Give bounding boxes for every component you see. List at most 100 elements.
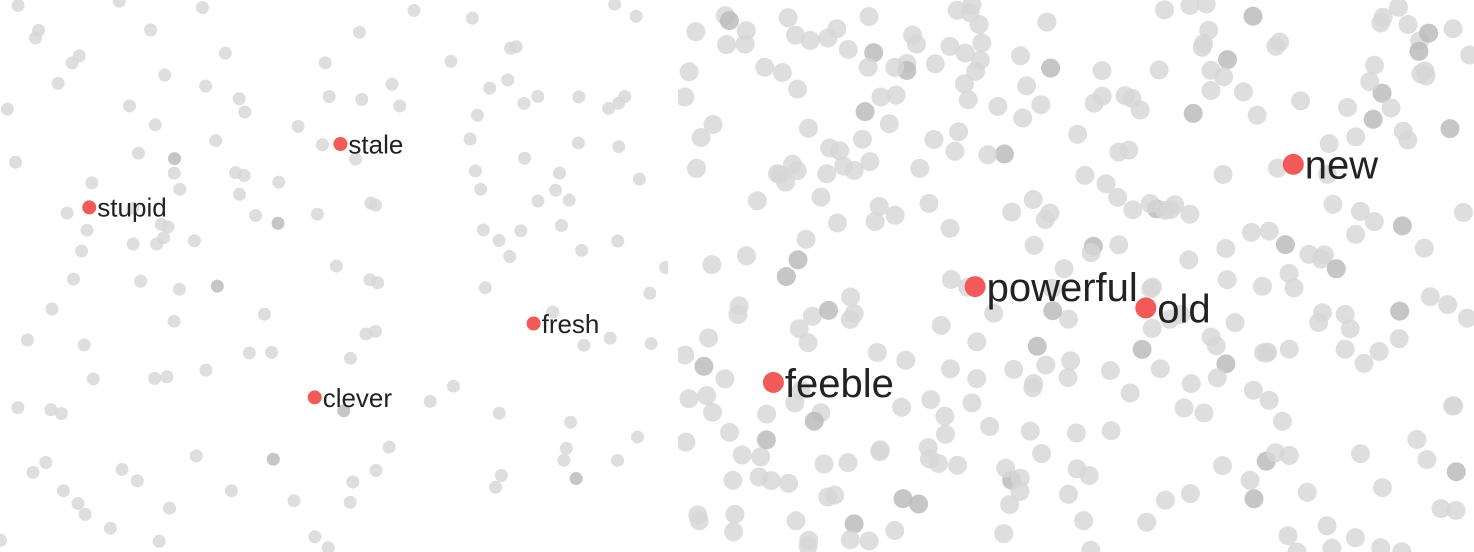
highlight-point-fresh[interactable] xyxy=(526,316,541,331)
background-point xyxy=(1075,165,1095,185)
background-point xyxy=(130,474,144,488)
background-point xyxy=(1017,76,1037,96)
background-point xyxy=(478,281,492,295)
background-point xyxy=(1180,484,1200,504)
background-point xyxy=(353,25,366,39)
background-point xyxy=(514,224,528,238)
background-point xyxy=(1024,374,1044,393)
background-point xyxy=(686,22,706,42)
background-point xyxy=(1247,105,1267,125)
highlight-clever[interactable]: clever xyxy=(307,383,393,413)
background-point xyxy=(349,152,363,166)
background-point xyxy=(972,33,992,53)
highlight-stale[interactable]: stale xyxy=(333,129,403,159)
highlight-feeble[interactable]: feeble xyxy=(762,362,894,406)
background-point xyxy=(465,11,479,25)
background-point xyxy=(1457,308,1474,328)
background-point xyxy=(474,182,488,196)
background-point xyxy=(994,524,1014,544)
background-point xyxy=(947,455,967,475)
background-point xyxy=(310,207,324,221)
background-point xyxy=(907,34,926,54)
background-point xyxy=(1389,329,1409,349)
background-point xyxy=(844,304,864,323)
background-point xyxy=(1058,484,1078,504)
background-point xyxy=(1346,224,1366,244)
background-point xyxy=(148,118,162,132)
highlight-point-clever[interactable] xyxy=(307,390,322,405)
background-point xyxy=(1067,459,1087,479)
background-point xyxy=(115,462,129,476)
highlight-stupid[interactable]: stupid xyxy=(82,193,167,223)
highlight-point-powerful[interactable] xyxy=(964,276,986,298)
highlight-point-old[interactable] xyxy=(1135,297,1157,319)
background-point xyxy=(786,511,806,531)
background-point xyxy=(1058,368,1078,388)
background-point xyxy=(158,68,172,82)
background-point xyxy=(958,90,978,110)
background-point xyxy=(1180,0,1200,15)
background-point xyxy=(224,484,238,498)
background-point xyxy=(1137,512,1157,532)
background-point xyxy=(855,102,875,122)
highlight-point-feeble[interactable] xyxy=(762,371,784,393)
background-point xyxy=(678,345,695,365)
background-point xyxy=(571,136,585,150)
highlight-point-stale[interactable] xyxy=(333,137,348,151)
point-label-clever: clever xyxy=(323,383,393,413)
background-point xyxy=(1446,462,1466,482)
background-point xyxy=(572,90,586,104)
background-point xyxy=(1243,380,1263,400)
background-point xyxy=(316,138,329,152)
background-point xyxy=(629,9,643,23)
background-point xyxy=(51,76,65,90)
background-point xyxy=(1398,130,1418,150)
right-scatter-plot: new powerful old feeble xyxy=(678,0,1474,552)
background-point xyxy=(26,465,40,479)
background-point xyxy=(1092,86,1112,106)
background-point xyxy=(1100,361,1120,381)
background-points xyxy=(678,0,1474,552)
background-point xyxy=(918,438,938,458)
background-point xyxy=(869,197,889,216)
point-label-old: old xyxy=(1157,287,1210,331)
background-point xyxy=(1206,336,1226,356)
highlight-point-new[interactable] xyxy=(1282,153,1304,175)
background-point xyxy=(562,193,576,207)
background-point xyxy=(1252,276,1272,296)
highlight-powerful[interactable]: powerful xyxy=(964,266,1138,310)
background-point xyxy=(1179,250,1199,270)
background-point xyxy=(112,0,126,8)
highlight-new[interactable]: new xyxy=(1282,144,1378,188)
background-point xyxy=(1287,542,1307,552)
background-point xyxy=(865,212,885,231)
background-point xyxy=(723,470,743,490)
background-point xyxy=(804,411,824,431)
background-point xyxy=(936,424,955,444)
background-point xyxy=(940,218,960,238)
background-point xyxy=(1240,470,1260,490)
background-point xyxy=(886,85,906,105)
background-point xyxy=(1335,339,1355,359)
background-point xyxy=(612,96,626,110)
background-point xyxy=(688,505,708,525)
background-point xyxy=(1061,351,1081,371)
background-point xyxy=(732,445,752,465)
background-point xyxy=(1360,72,1380,92)
background-point xyxy=(776,172,796,192)
background-points xyxy=(0,0,668,552)
background-point xyxy=(77,338,91,352)
background-point xyxy=(729,296,749,316)
background-point xyxy=(1041,58,1061,78)
highlight-old[interactable]: old xyxy=(1135,287,1211,331)
background-point xyxy=(1013,108,1033,128)
highlight-fresh[interactable]: fresh xyxy=(526,309,600,339)
highlight-point-stupid[interactable] xyxy=(82,200,97,215)
background-point xyxy=(131,146,145,160)
background-point xyxy=(659,261,668,274)
background-point xyxy=(1109,142,1129,162)
background-point xyxy=(1254,343,1273,363)
background-point xyxy=(163,501,176,515)
background-point xyxy=(0,533,7,547)
background-point xyxy=(818,28,838,48)
